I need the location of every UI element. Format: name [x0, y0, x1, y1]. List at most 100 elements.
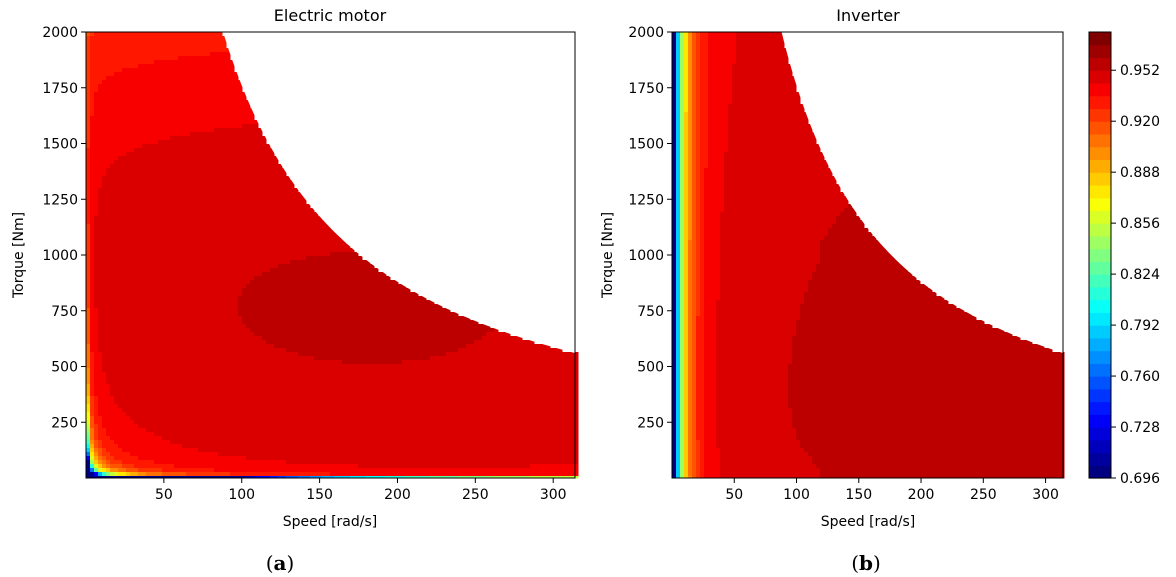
colorbar-band — [1089, 108, 1111, 122]
colorbar-band — [1089, 121, 1111, 135]
colorbar-tick-label: 0.920 — [1120, 114, 1160, 130]
x-tick-label: 150 — [845, 487, 872, 503]
x-ticks-a: 50 100 150 200 250 300 — [155, 478, 567, 503]
colorbar-frame — [1088, 31, 1112, 479]
contour-fill-b — [672, 32, 1065, 479]
colorbar-tick-label: 0.856 — [1120, 216, 1160, 232]
y-tick-label: 1000 — [42, 248, 78, 264]
colorbar-band — [1089, 274, 1111, 288]
y-tick-label: 500 — [637, 360, 664, 376]
x-tick-label: 250 — [970, 487, 997, 503]
colorbar-band — [1089, 197, 1111, 211]
y-tick-label: 2000 — [628, 25, 664, 41]
caption-a-close: ) — [286, 551, 294, 575]
panel-b: 250 500 750 1000 1250 1500 1750 2000 50 100 150 20… — [600, 6, 1065, 530]
caption-a-letter: a — [274, 551, 287, 575]
plot-area-b — [671, 31, 1065, 479]
chart-title-a: Electric motor — [274, 6, 387, 25]
y-tick-label: 750 — [51, 304, 78, 320]
colorbar-tick-label: 0.824 — [1120, 267, 1160, 283]
colorbar-band — [1089, 95, 1111, 110]
y-tick-label: 250 — [51, 415, 78, 431]
colorbar-band — [1089, 363, 1111, 377]
y-axis-label-a: Torque [Nm] — [11, 212, 27, 299]
colorbar-tick-label: 0.696 — [1120, 471, 1160, 487]
colorbar-band — [1089, 57, 1111, 71]
x-tick-label: 100 — [783, 487, 810, 503]
x-tick-label: 250 — [462, 487, 489, 503]
colorbar-band — [1089, 388, 1111, 403]
caption-a-open: ( — [266, 551, 274, 575]
y-tick-label: 1500 — [42, 137, 78, 153]
colorbar-band — [1089, 376, 1111, 390]
x-axis-label-a: Speed [rad/s] — [283, 514, 378, 530]
x-axis-label-b: Speed [rad/s] — [821, 514, 916, 530]
caption-b-letter: b — [859, 551, 873, 575]
caption-b: (b) — [851, 551, 881, 575]
caption-b-open: ( — [851, 551, 859, 575]
colorbar-band — [1089, 312, 1111, 326]
x-tick-label: 100 — [228, 487, 255, 503]
colorbar-band — [1089, 184, 1111, 199]
chart-title-b: Inverter — [836, 6, 900, 25]
colorbar-tick-label: 0.728 — [1120, 420, 1160, 436]
x-tick-label: 50 — [725, 487, 743, 503]
caption-b-close: ) — [873, 551, 881, 575]
colorbar-band — [1089, 401, 1111, 415]
colorbar-band — [1089, 465, 1111, 479]
colorbar-band — [1089, 70, 1111, 84]
colorbar-band — [1089, 286, 1111, 301]
x-tick-label: 50 — [155, 487, 173, 503]
x-tick-label: 200 — [384, 487, 411, 503]
colorbar-band — [1089, 210, 1111, 224]
colorbar-band — [1089, 146, 1111, 161]
colorbar-band — [1089, 261, 1111, 275]
colorbar-band — [1089, 337, 1111, 352]
colorbar-band — [1089, 325, 1111, 339]
infeasible-region-b — [781, 32, 1063, 354]
colorbar-band — [1089, 32, 1111, 46]
colorbar-band — [1089, 414, 1111, 428]
y-tick-label: 2000 — [42, 25, 78, 41]
colorbar-tick-label: 0.888 — [1120, 165, 1160, 181]
caption-a: (a) — [266, 551, 295, 575]
colorbar-band — [1089, 350, 1111, 364]
colorbar: 0.696 0.728 0.760 0.792 0.824 0.856 0.888 0.920… — [1088, 31, 1160, 487]
y-tick-label: 250 — [637, 415, 664, 431]
y-axis-label-b: Torque [Nm] — [600, 212, 616, 299]
x-tick-label: 150 — [306, 487, 333, 503]
x-tick-label: 300 — [540, 487, 567, 503]
y-tick-label: 1750 — [628, 81, 664, 97]
colorbar-band — [1089, 248, 1111, 262]
colorbar-band — [1089, 235, 1111, 250]
colorbar-band — [1089, 172, 1111, 186]
colorbar-band — [1089, 427, 1111, 441]
y-tick-label: 1000 — [628, 248, 664, 264]
colorbar-tick-label: 0.792 — [1120, 318, 1160, 334]
colorbar-band — [1089, 223, 1111, 237]
y-tick-label: 1750 — [42, 81, 78, 97]
colorbar-band — [1089, 82, 1111, 97]
y-tick-label: 1250 — [628, 192, 664, 208]
colorbar-tick-label: 0.952 — [1120, 63, 1160, 79]
y-tick-label: 1500 — [628, 137, 664, 153]
colorbar-band — [1089, 452, 1111, 466]
colorbar-band — [1089, 133, 1111, 148]
colorbar-band — [1089, 159, 1111, 173]
panel-a: 250 500 750 1000 1250 1500 1750 2000 50 100 150 20… — [11, 6, 579, 530]
plot-area-a — [85, 31, 579, 479]
colorbar-tick-label: 0.760 — [1120, 369, 1160, 385]
x-ticks-b: 50 100 150 200 250 300 — [725, 478, 1059, 503]
colorbar-band — [1089, 44, 1111, 59]
colorbar-band — [1089, 299, 1111, 313]
y-ticks-a: 250 500 750 1000 1250 1500 1750 2000 — [42, 25, 86, 431]
x-tick-label: 200 — [908, 487, 935, 503]
contour-fill-a — [86, 32, 579, 479]
y-tick-label: 1250 — [42, 192, 78, 208]
infeasible-region-a — [223, 32, 576, 354]
x-tick-label: 300 — [1032, 487, 1059, 503]
y-tick-label: 750 — [637, 304, 664, 320]
y-ticks-b: 250 500 750 1000 1250 1500 1750 2000 — [628, 25, 672, 431]
colorbar-band — [1089, 439, 1111, 454]
